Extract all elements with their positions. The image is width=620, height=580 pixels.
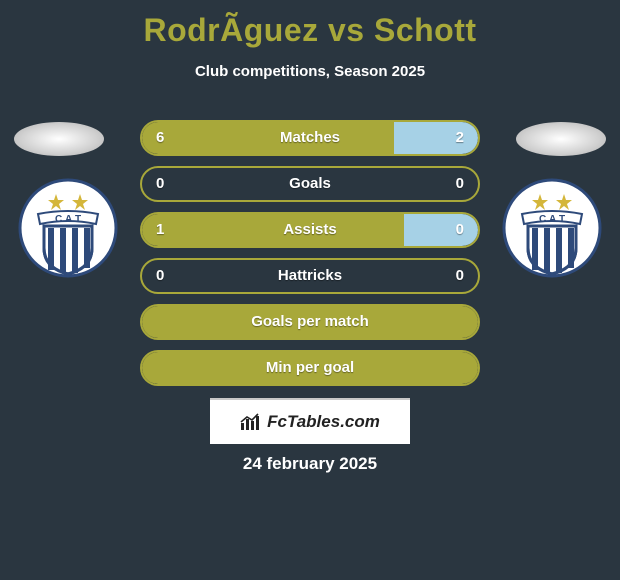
brand-text: FcTables.com [267, 412, 380, 432]
stat-value-right: 2 [456, 122, 464, 154]
stat-row: Hattricks0 0 [140, 258, 480, 294]
stat-label: Min per goal [142, 352, 478, 384]
page-title: RodrÃ­guez vs Schott [0, 12, 620, 49]
stat-value-right: 0 [456, 168, 464, 200]
stat-value-left: 0 [156, 260, 164, 292]
stat-value-left: 0 [156, 168, 164, 200]
stat-value-right: 0 [456, 260, 464, 292]
stat-value-left: 6 [156, 122, 164, 154]
player-photo-left [14, 122, 104, 156]
stat-row: Matches6 2 [140, 120, 480, 156]
brand-chart-icon [240, 413, 262, 431]
stat-label: Goals [142, 168, 478, 200]
date-label: 24 february 2025 [0, 454, 620, 474]
stat-value-right: 0 [456, 214, 464, 246]
stat-label: Goals per match [142, 306, 478, 338]
stat-row: Min per goal [140, 350, 480, 386]
stats-bars: Matches62Goals00Assists10Hattricks00Goal… [140, 120, 480, 396]
player-photo-right [516, 122, 606, 156]
stat-row: Goals0 0 [140, 166, 480, 202]
stat-label: Assists [142, 214, 478, 246]
page-subtitle: Club competitions, Season 2025 [0, 63, 620, 80]
club-badge-left: C.A.T [18, 178, 118, 278]
stat-label: Matches [142, 122, 478, 154]
stat-row: Goals per match [140, 304, 480, 340]
stat-label: Hattricks [142, 260, 478, 292]
comparison-card: RodrÃ­guez vs Schott Club competitions, … [0, 0, 620, 580]
club-badge-right: C.A.T [502, 178, 602, 278]
brand-box: FcTables.com [210, 398, 410, 444]
stat-value-left: 1 [156, 214, 164, 246]
stat-row: Assists1 0 [140, 212, 480, 248]
